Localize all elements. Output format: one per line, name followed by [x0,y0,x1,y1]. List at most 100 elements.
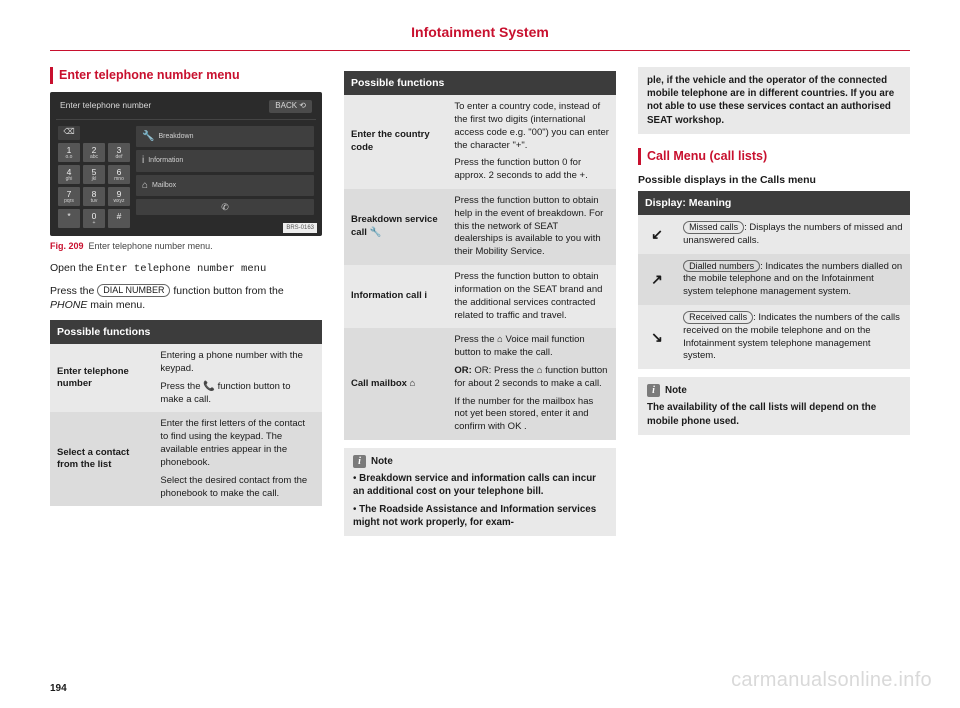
received-calls-pill: Received calls [683,311,753,324]
row-label: Call mailbox ⌂ [344,328,447,440]
info-icon: i [142,154,144,168]
columns: Enter telephone number menu Enter teleph… [50,67,910,536]
subheading: Possible displays in the Calls menu [638,173,910,187]
mailbox-icon: ⌂ [142,179,148,193]
column-3: ple, if the vehicle and the operator of … [638,67,910,536]
mailbox-button: ⌂Mailbox [136,175,314,197]
wrench-icon: 🔧 [142,130,154,144]
keypad: 1o.o 2abc 3def 4ghi 5jkl 6mno 7pqrs 8tuv… [58,143,130,229]
row-label: Select a contact from the list [50,412,153,506]
key-star: * [58,209,80,228]
figure-side-buttons: 🔧Breakdown iInformation ⌂Mailbox ✆ [136,126,314,229]
row-desc: To enter a country code, instead of the … [447,95,616,189]
possible-functions-table-2: Possible functions Enter the country cod… [344,71,616,440]
key-3: 3def [108,143,130,162]
row-icon: ↘ [638,305,676,369]
page: Infotainment System Enter telephone numb… [0,0,960,708]
key-1: 1o.o [58,143,80,162]
row-desc: Press the function button to obtain info… [447,265,616,328]
note-item: • Breakdown service and information call… [353,472,607,498]
dial-number-pill: DIAL NUMBER [97,284,170,297]
table-row: Information call i Press the function bu… [344,265,616,328]
figure-titlebar: Enter telephone number BACK ⟲ [56,98,316,120]
received-calls-icon: ↘ [651,328,663,347]
figure-body: ⌫ 1o.o 2abc 3def 4ghi 5jkl 6mno 7pqrs 8t… [56,120,316,231]
figure-screenshot: Enter telephone number BACK ⟲ ⌫ 1o.o 2ab… [50,92,322,236]
info-icon: i [647,384,660,397]
call-button: ✆ [136,199,314,215]
key-8: 8tuv [83,187,105,206]
keypad-area: ⌫ 1o.o 2abc 3def 4ghi 5jkl 6mno 7pqrs 8t… [58,126,130,229]
dialled-numbers-pill: Dialled numbers [683,260,760,273]
section-title-call-menu: Call Menu (call lists) [638,148,910,165]
table-head: Possible functions [50,320,322,344]
row-desc: Dialled numbers: Indicates the numbers d… [676,254,910,305]
page-number: 194 [50,683,67,694]
row-label: Information call i [344,265,447,328]
back-button: BACK ⟲ [269,100,312,113]
open-line: Open the Enter telephone number menu [50,261,322,276]
column-1: Enter telephone number menu Enter teleph… [50,67,322,536]
table-row: Breakdown service call 🔧 Press the funct… [344,189,616,265]
row-desc: Enter the first letters of the contact t… [153,412,322,506]
row-desc: Press the function button to obtain help… [447,189,616,265]
key-4: 4ghi [58,165,80,184]
info-icon: i [353,455,366,468]
row-label: Enter the country code [344,95,447,189]
key-5: 5jkl [83,165,105,184]
table-row: Enter the country code To enter a countr… [344,95,616,189]
table-row: ↙ Missed calls: Displays the numbers of … [638,215,910,254]
backspace-icon: ⌫ [58,126,80,140]
key-hash: # [108,209,130,228]
row-desc: Received calls: Indicates the numbers of… [676,305,910,369]
table-row: Enter telephone number Entering a phone … [50,344,322,412]
note-box-1: i Note • Breakdown service and informati… [344,448,616,536]
table-row: ↘ Received calls: Indicates the numbers … [638,305,910,369]
row-icon: ↙ [638,215,676,254]
figure-number: Fig. 209 [50,241,84,251]
note-header: i Note [353,455,607,468]
row-label: Enter telephone number [50,344,153,412]
key-9: 9wxyz [108,187,130,206]
column-2: Possible functions Enter the country cod… [344,67,616,536]
dialled-numbers-icon: ↗ [651,270,663,289]
figure-id: BRS-0163 [283,223,317,233]
breakdown-button: 🔧Breakdown [136,126,314,148]
key-2: 2abc [83,143,105,162]
table-head: Display: Meaning [638,191,910,215]
header-rule [50,50,910,51]
note-box-2: i Note The availability of the call list… [638,377,910,435]
section-title-enter-number: Enter telephone number menu [50,67,322,84]
key-0: 0+ [83,209,105,228]
row-desc: Press the ⌂ Voice mail function button t… [447,328,616,440]
figure-209: Enter telephone number BACK ⟲ ⌫ 1o.o 2ab… [50,92,322,253]
display-meaning-table: Display: Meaning ↙ Missed calls: Display… [638,191,910,369]
phone-icon: ✆ [221,201,229,213]
note-item: • The Roadside Assistance and Informatio… [353,503,607,529]
note-text: The availability of the call lists will … [647,402,876,426]
note-continuation: ple, if the vehicle and the operator of … [638,67,910,134]
row-desc: Entering a phone number with the keypad.… [153,344,322,412]
note-text: ple, if the vehicle and the operator of … [647,75,894,126]
row-label: Breakdown service call 🔧 [344,189,447,265]
missed-calls-pill: Missed calls [683,221,744,234]
row-icon: ↗ [638,254,676,305]
table-row: ↗ Dialled numbers: Indicates the numbers… [638,254,910,305]
figure-title: Enter telephone number [60,100,151,113]
row-desc: Missed calls: Displays the numbers of mi… [676,215,910,254]
running-header: Infotainment System [50,24,910,40]
watermark: carmanualsonline.info [731,669,932,692]
key-7: 7pqrs [58,187,80,206]
information-button: iInformation [136,150,314,172]
note-header: i Note [647,384,901,397]
missed-calls-icon: ↙ [651,225,663,244]
table-row: Select a contact from the list Enter the… [50,412,322,506]
figure-caption-text: Enter telephone number menu. [89,241,213,251]
table-row: Call mailbox ⌂ Press the ⌂ Voice mail fu… [344,328,616,440]
note-list: • Breakdown service and information call… [353,472,607,529]
table-head: Possible functions [344,71,616,95]
press-line: Press the DIAL NUMBER function button fr… [50,284,322,312]
key-6: 6mno [108,165,130,184]
possible-functions-table-1: Possible functions Enter telephone numbe… [50,320,322,506]
figure-caption: Fig. 209 Enter telephone number menu. [50,240,322,252]
